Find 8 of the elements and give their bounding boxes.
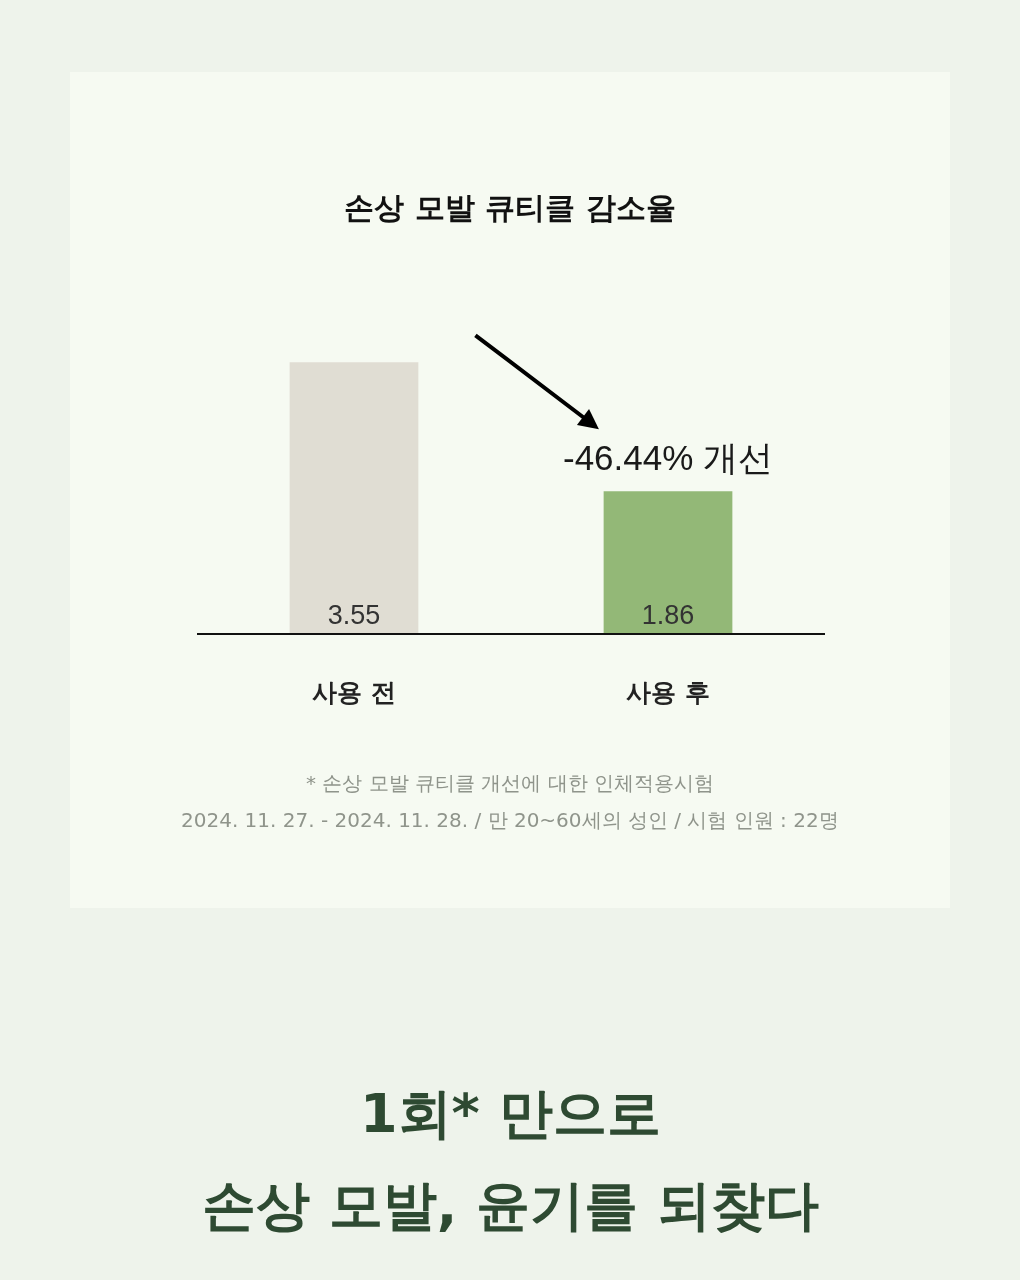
data-label: 1.86: [641, 600, 695, 630]
data-label: 3.55: [327, 600, 381, 630]
annotation: -46.44% 개선: [563, 438, 774, 477]
chart-title: 손상 모발 큐티클 감소율: [344, 189, 676, 225]
text: * 손상 모발 큐티클 개선에 대한 인체적용시험 2024. 11. 27. - 2024. 11. 28. / 만 20~60세의 성인 / 시험 인원 : 22명: [181, 771, 839, 832]
x-tick-label: 사용 전: [312, 678, 396, 707]
x-tick-label: 사용 후: [626, 678, 710, 707]
text: 1회* 만으로 손상 모발, 윤기를 되찾다: [202, 1082, 819, 1237]
